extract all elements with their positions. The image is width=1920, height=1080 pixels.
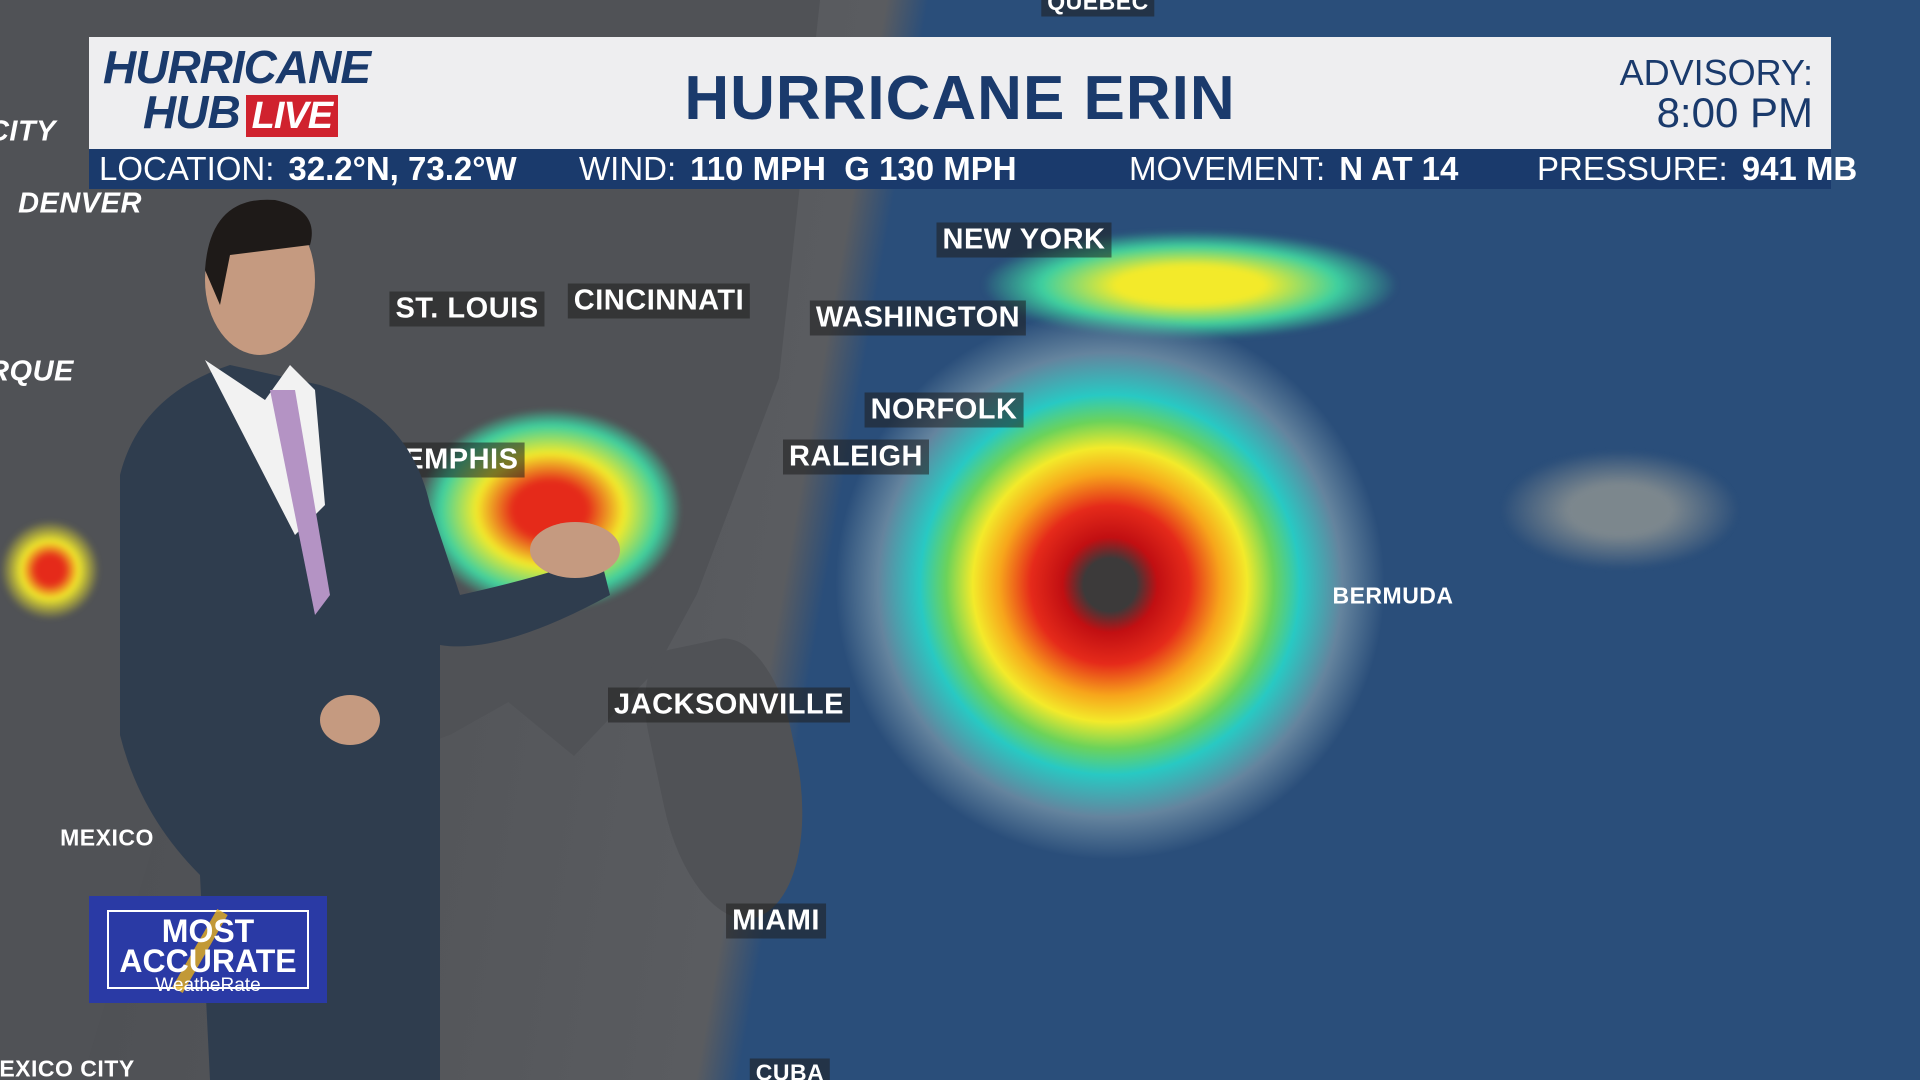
storm-title: HURRICANE ERIN xyxy=(684,64,1236,133)
advisory-time: ADVISORY: 8:00 PM xyxy=(1619,52,1813,136)
map-label-bermuda: BERMUDA xyxy=(1332,582,1454,609)
pressure-stat: PRESSURE: 941 MB xyxy=(1537,150,1858,187)
map-label-cincinnati: CINCINNATI xyxy=(567,283,751,319)
map-label-miami: MIAMI xyxy=(726,903,826,939)
map-label-quebec: QUEBEC xyxy=(1041,0,1155,17)
map-label-mexico-city: EXICO CITY xyxy=(0,1055,135,1080)
movement-stat: MOVEMENT: N AT 14 xyxy=(1129,150,1459,187)
storm-info-banner: HURRICANE HUB LIVE HURRICANE ERIN ADVISOR… xyxy=(89,37,1857,189)
wind-stat: WIND: 110 MPH G 130 MPH xyxy=(579,150,1017,187)
hurricane-erin-satellite xyxy=(760,220,1460,980)
hurricane-hub-live-logo: HURRICANE HUB LIVE xyxy=(103,41,371,139)
map-label-cuba: CUBA xyxy=(749,1058,831,1080)
map-label-norfolk: NORFOLK xyxy=(864,392,1024,428)
storm-stats-bar: LOCATION: 32.2°N, 73.2°W WIND: 110 MPH G 1… xyxy=(89,149,1857,189)
map-label-raleigh: RALEIGH xyxy=(783,439,929,475)
map-label-mexico: MEXICO xyxy=(60,824,154,851)
most-accurate-badge: MOST ACCURATE WeatheRate xyxy=(89,896,327,1003)
map-label-new-york: NEW YORK xyxy=(936,222,1112,258)
location-stat: LOCATION: 32.2°N, 73.2°W xyxy=(99,150,517,187)
map-label-denver: DENVER xyxy=(18,187,142,220)
map-label-city: CITY xyxy=(0,115,57,148)
map-label-jacksonville: JACKSONVILLE xyxy=(608,687,850,723)
map-label-washington: WASHINGTON xyxy=(809,300,1027,336)
map-label-st-louis: ST. LOUIS xyxy=(389,291,545,327)
live-badge: LIVE xyxy=(245,95,339,138)
